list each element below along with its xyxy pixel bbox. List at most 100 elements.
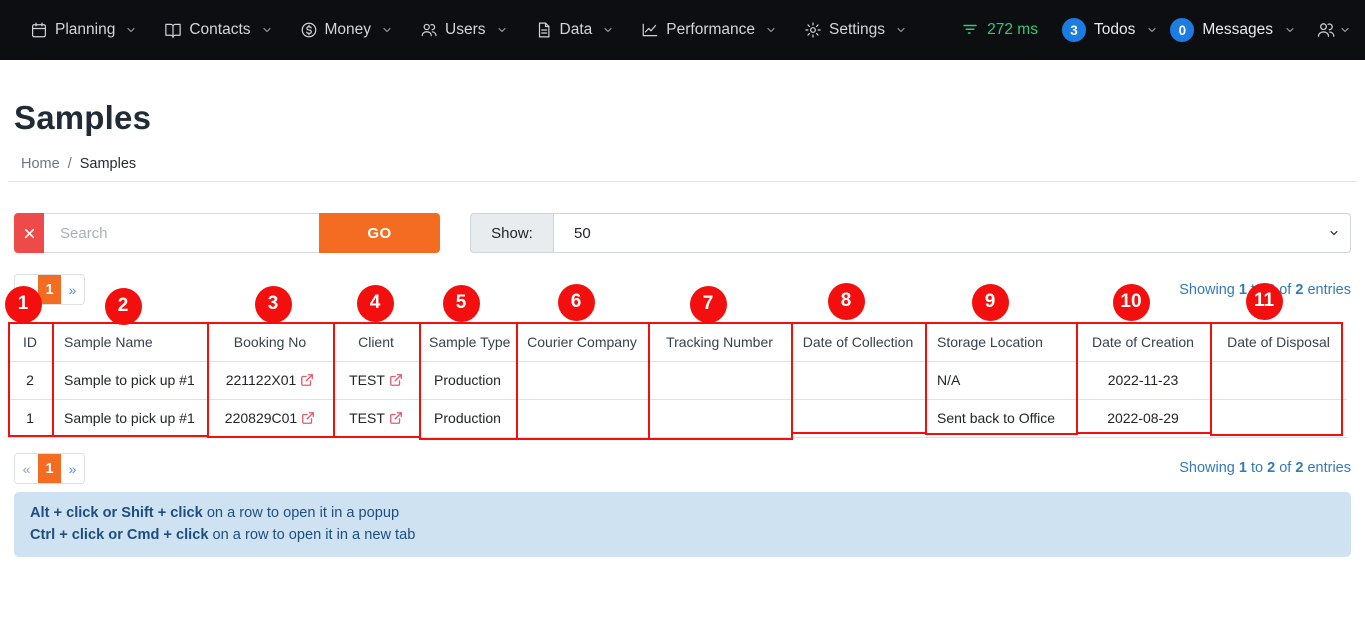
row-click-help-box: Alt + click or Shift + click on a row to…	[14, 492, 1351, 557]
nav-right: 272 ms 3 Todos 0 Messages	[961, 18, 1351, 42]
line-chart-icon	[642, 23, 658, 37]
chevron-down-icon	[604, 27, 612, 33]
search-input[interactable]	[44, 213, 319, 253]
help-line-1: Alt + click or Shift + click on a row to…	[30, 505, 400, 521]
cell-client: TEST	[333, 361, 419, 400]
annotation-number-3: 3	[254, 285, 292, 323]
cell-date-of-collection	[791, 399, 925, 438]
nav-item-users[interactable]: Users	[420, 21, 507, 39]
samples-table: ID Sample Name Booking No Client Sample …	[8, 323, 1347, 438]
top-navbar: Planning Contacts Money Users Data Perfo…	[0, 0, 1365, 60]
nav-item-settings[interactable]: Settings	[804, 21, 907, 39]
page-1-button[interactable]: 1	[38, 454, 61, 483]
showing-entries-bottom: Showing 1 to 2 of 2 entries	[1179, 460, 1351, 476]
nav-item-messages[interactable]: 0 Messages	[1170, 18, 1296, 42]
user-menu[interactable]	[1316, 20, 1351, 40]
page-title: Samples	[14, 99, 152, 136]
close-icon	[24, 228, 34, 238]
messages-label: Messages	[1202, 21, 1273, 38]
messages-count-badge: 0	[1170, 18, 1195, 42]
cell-courier-company	[516, 361, 648, 400]
latency-indicator: 272 ms	[961, 21, 1038, 39]
table-row[interactable]: 2 Sample to pick up #1 221122X01 TEST Produc…	[8, 361, 1347, 400]
booking-no-link[interactable]: 221122X01	[226, 372, 315, 388]
nav-item-contacts[interactable]: Contacts	[164, 21, 272, 39]
next-page-button[interactable]: »	[61, 454, 84, 483]
users-icon	[1317, 23, 1335, 37]
cell-id: 1	[8, 399, 52, 438]
annotation-number-8: 8	[827, 282, 865, 320]
todos-label: Todos	[1093, 21, 1136, 38]
nav-item-money[interactable]: Money	[300, 21, 394, 39]
showing-entries-top: Showing 1 to 2 of 2 entries	[1179, 282, 1351, 298]
cell-booking-no: 220829C01	[207, 399, 333, 438]
chevron-down-icon	[1148, 27, 1156, 33]
external-link-icon	[302, 412, 315, 424]
clear-search-button[interactable]	[14, 213, 44, 253]
cell-id: 2	[8, 361, 52, 400]
chevron-down-icon	[383, 27, 391, 33]
chevron-down-icon	[767, 27, 775, 33]
col-header-date-of-disposal[interactable]: Date of Disposal	[1210, 323, 1347, 362]
table-row[interactable]: 1 Sample to pick up #1 220829C01 TEST Produc…	[8, 399, 1347, 438]
dollar-circle-icon	[301, 22, 316, 38]
annotation-number-7: 7	[689, 285, 727, 323]
cell-booking-no: 221122X01	[207, 361, 333, 400]
nav-item-planning[interactable]: Planning	[30, 21, 137, 39]
col-header-date-of-creation[interactable]: Date of Creation	[1076, 323, 1210, 362]
annotation-number-10: 10	[1112, 283, 1150, 321]
col-header-tracking-number[interactable]: Tracking Number	[648, 323, 791, 362]
users-icon	[421, 23, 437, 37]
calendar-icon	[32, 22, 46, 38]
chevron-down-icon	[262, 27, 271, 33]
col-header-date-of-collection[interactable]: Date of Collection	[791, 323, 925, 362]
col-header-sample-name[interactable]: Sample Name	[52, 323, 207, 362]
annotation-number-2: 2	[104, 287, 142, 325]
gear-icon	[805, 22, 821, 38]
table-header-row: ID Sample Name Booking No Client Sample …	[8, 323, 1347, 362]
prev-page-button[interactable]: «	[15, 454, 38, 483]
cell-sample-type: Production	[419, 361, 516, 400]
col-header-client[interactable]: Client	[333, 323, 419, 362]
col-header-id[interactable]: ID	[8, 323, 52, 362]
nav-item-label: Settings	[829, 21, 886, 38]
client-link[interactable]: TEST	[349, 410, 403, 426]
page-size-select[interactable]: 50	[553, 213, 1351, 253]
speed-icon	[963, 24, 977, 34]
annotation-number-4: 4	[356, 284, 394, 322]
breadcrumb-separator: /	[67, 156, 72, 172]
nav-item-label: Money	[324, 21, 372, 38]
go-button[interactable]: GO	[319, 213, 440, 253]
nav-item-label: Performance	[666, 21, 755, 38]
nav-item-data[interactable]: Data	[535, 21, 615, 39]
help-line-2: Ctrl + click or Cmd + click on a row to …	[30, 526, 416, 543]
external-link-icon	[389, 412, 402, 424]
external-link-icon	[389, 374, 402, 386]
page-1-button[interactable]: 1	[38, 275, 61, 304]
nav-item-performance[interactable]: Performance	[641, 21, 777, 39]
nav-item-todos[interactable]: 3 Todos	[1061, 18, 1158, 42]
cell-sample-type: Production	[419, 399, 516, 438]
annotation-number-9: 9	[971, 283, 1009, 321]
cell-date-of-disposal	[1210, 399, 1347, 438]
cell-date-of-collection	[791, 361, 925, 400]
breadcrumb-home-link[interactable]: Home	[21, 156, 60, 172]
col-header-booking-no[interactable]: Booking No	[207, 323, 333, 362]
cell-sample-name: Sample to pick up #1	[52, 399, 207, 438]
search-bar: GO	[14, 213, 440, 253]
cell-date-of-creation: 2022-11-23	[1076, 361, 1210, 400]
book-icon	[165, 23, 182, 39]
col-header-storage-location[interactable]: Storage Location	[925, 323, 1076, 362]
prev-page-button[interactable]: «	[15, 275, 38, 304]
col-header-courier-company[interactable]: Courier Company	[516, 323, 648, 362]
show-label: Show:	[470, 213, 553, 253]
chevron-down-icon	[1286, 27, 1294, 33]
client-link[interactable]: TEST	[349, 372, 403, 388]
cell-storage-location: N/A	[925, 361, 1076, 400]
nav-item-label: Data	[559, 21, 593, 38]
nav-item-label: Contacts	[189, 21, 251, 38]
next-page-button[interactable]: »	[61, 275, 84, 304]
cell-client: TEST	[333, 399, 419, 438]
booking-no-link[interactable]: 220829C01	[225, 410, 315, 426]
col-header-sample-type[interactable]: Sample Type	[419, 323, 516, 362]
